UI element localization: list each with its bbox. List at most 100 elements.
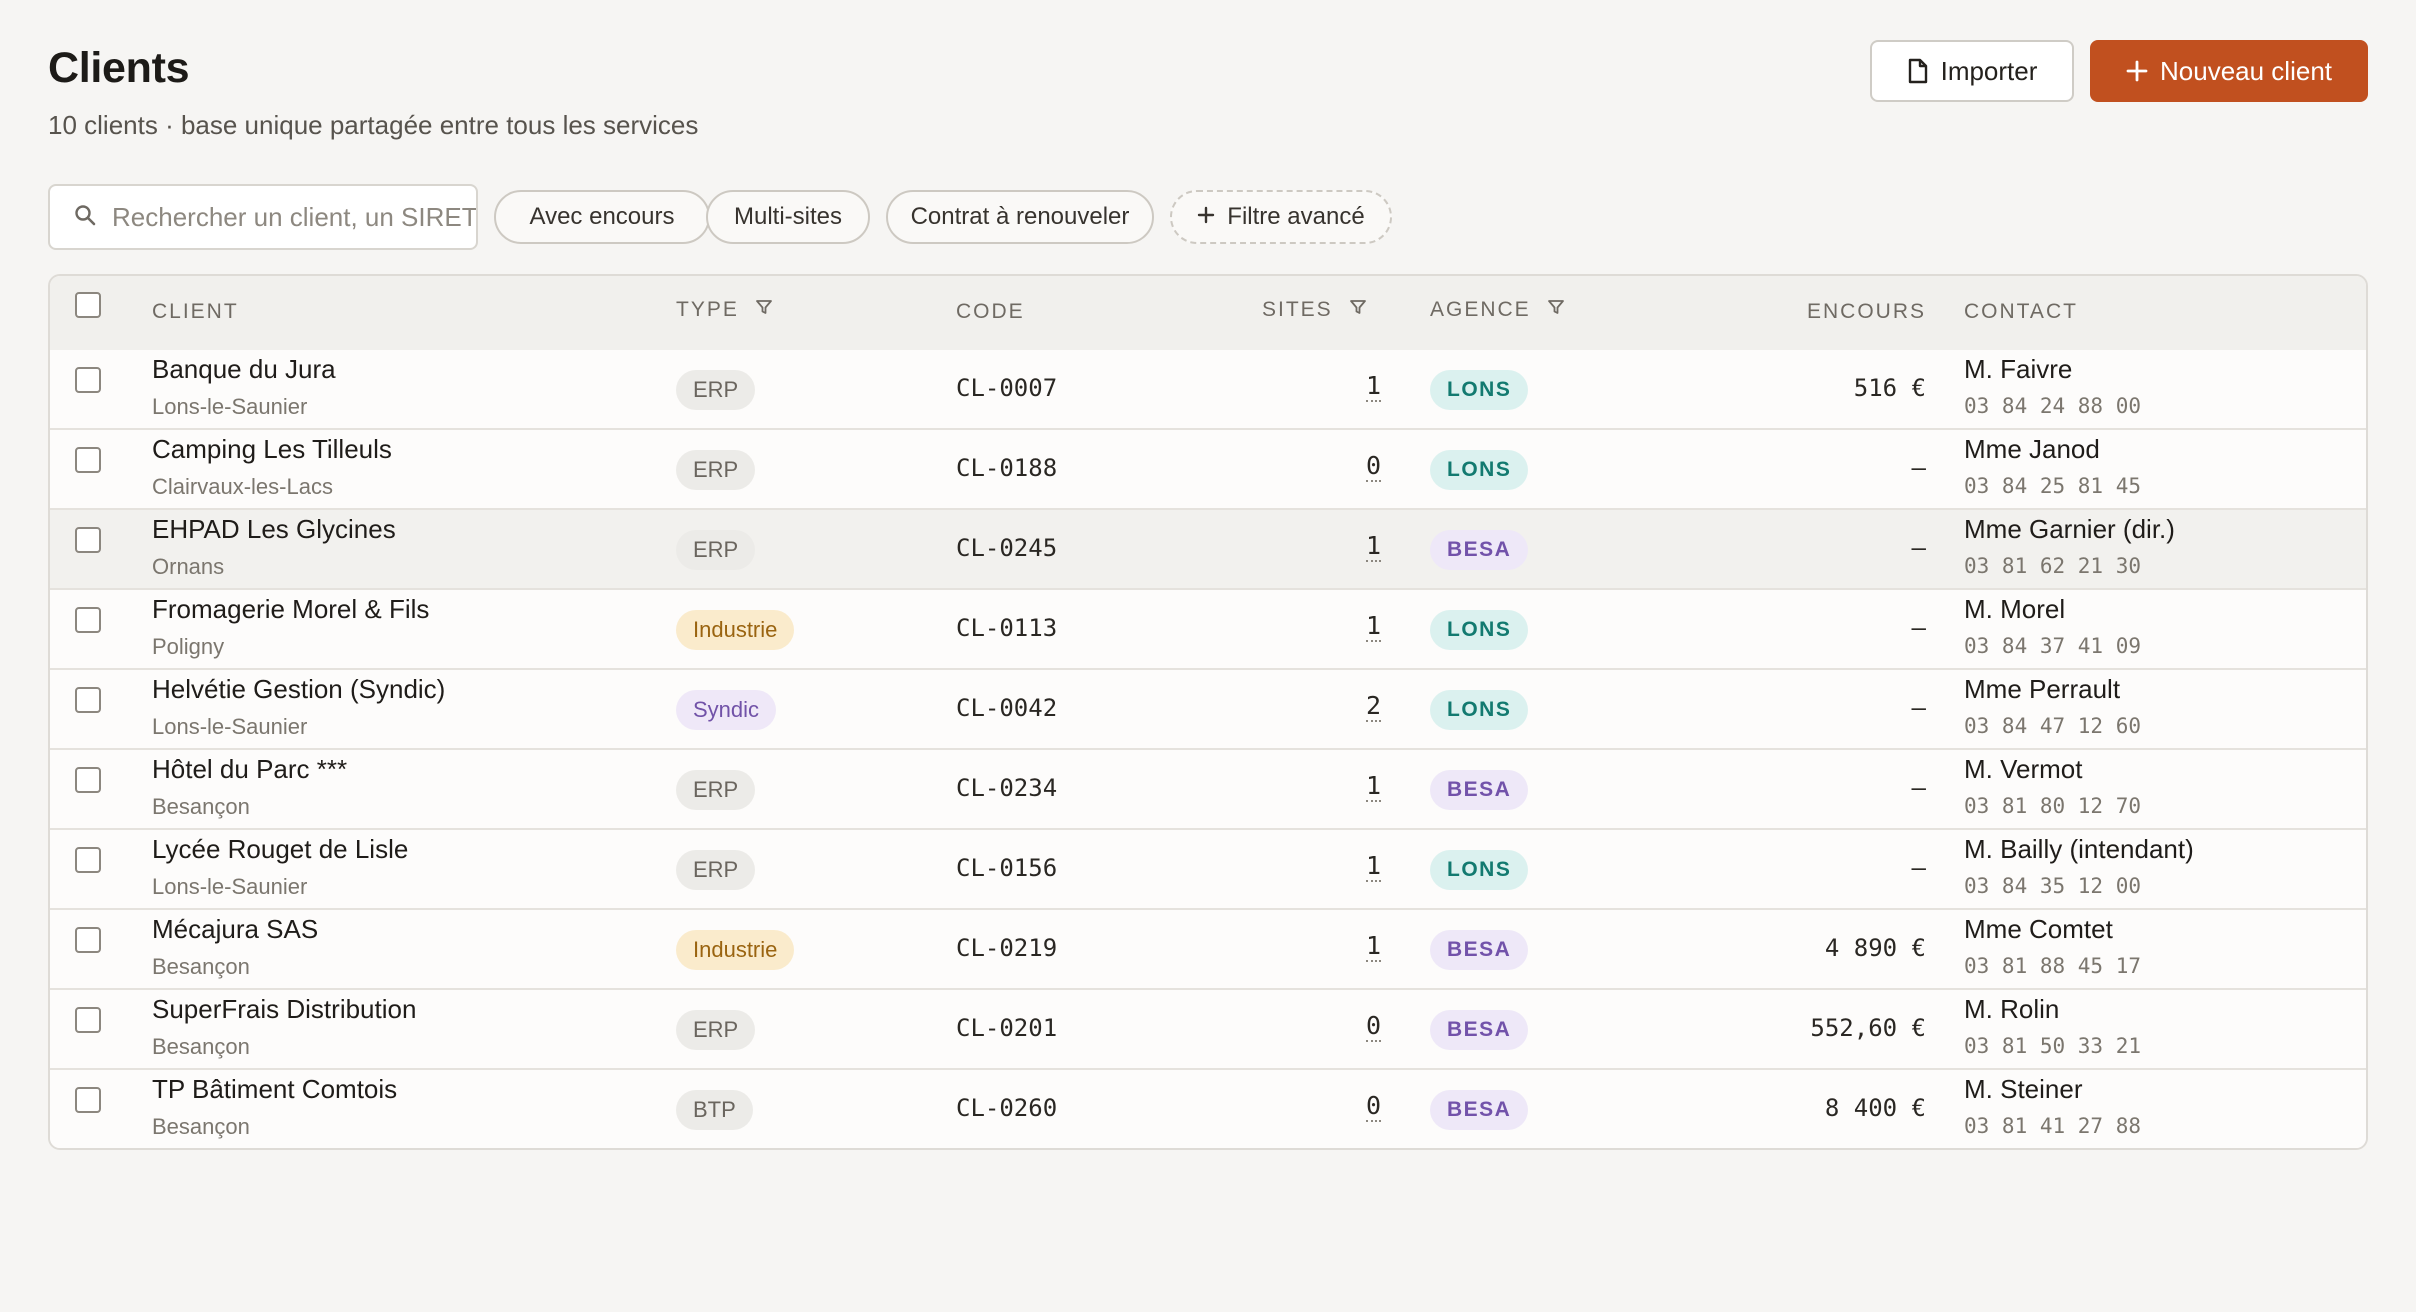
encours-value: — [1911, 774, 1926, 802]
row-checkbox[interactable] [75, 767, 101, 793]
contact-name: M. Rolin [1964, 994, 2060, 1024]
client-city: Besançon [152, 794, 250, 819]
contact-phone: 03 84 47 12 60 [1964, 714, 2142, 738]
client-city: Besançon [152, 954, 250, 979]
filter-chip-avec-encours[interactable]: Avec encours [494, 190, 710, 244]
row-checkbox[interactable] [75, 927, 101, 953]
column-header-client[interactable]: Client [152, 300, 239, 324]
client-city: Clairvaux-les-Lacs [152, 474, 333, 499]
agency-badge: BESA [1430, 930, 1529, 970]
client-code: CL-0234 [956, 774, 1058, 802]
table-row[interactable]: SuperFrais Distribution Besançon ERP CL-020… [50, 990, 2366, 1070]
advanced-filter-button[interactable]: Filtre avancé [1170, 190, 1392, 244]
select-all-checkbox[interactable] [75, 292, 101, 318]
filter-icon[interactable] [1547, 298, 1565, 322]
sites-count[interactable]: 0 [1366, 451, 1382, 482]
type-badge: ERP [676, 1010, 756, 1050]
client-city: Besançon [152, 1034, 250, 1059]
contact-phone: 03 81 80 12 70 [1964, 794, 2142, 818]
client-city: Poligny [152, 634, 225, 659]
column-header-sites[interactable]: Sites [1262, 298, 1367, 322]
file-icon [1907, 58, 1929, 84]
contact-phone: 03 84 35 12 00 [1964, 874, 2142, 898]
client-city: Lons-le-Saunier [152, 874, 308, 899]
type-badge: ERP [676, 450, 756, 490]
table-row[interactable]: Mécajura SAS Besançon Industrie CL-0219 1 BES… [50, 910, 2366, 990]
encours-value: — [1911, 694, 1926, 722]
table-row[interactable]: Camping Les Tilleuls Clairvaux-les-Lacs ER… [50, 430, 2366, 510]
column-header-contact-label: Contact [1964, 300, 2078, 323]
table-row[interactable]: Fromagerie Morel & Fils Poligny Industrie C… [50, 590, 2366, 670]
sites-count[interactable]: 1 [1366, 931, 1382, 962]
agency-badge: LONS [1430, 610, 1529, 650]
column-header-agence-label: Agence [1430, 298, 1531, 321]
agency-badge: BESA [1430, 1090, 1529, 1130]
client-name[interactable]: Helvétie Gestion (Syndic) [152, 674, 446, 704]
row-checkbox[interactable] [75, 1087, 101, 1113]
sites-count[interactable]: 1 [1366, 371, 1382, 402]
column-header-contact[interactable]: Contact [1964, 300, 2078, 324]
client-code: CL-0219 [956, 934, 1058, 962]
client-code: CL-0245 [956, 534, 1058, 562]
table-row[interactable]: Helvétie Gestion (Syndic) Lons-le-Saunier… [50, 670, 2366, 750]
filter-icon[interactable] [755, 298, 773, 322]
encours-value: 8 400 € [1824, 1094, 1926, 1122]
contact-name: Mme Garnier (dir.) [1964, 514, 2175, 544]
table-row[interactable]: TP Bâtiment Comtois Besançon BTP CL-0260 0 BE… [50, 1070, 2366, 1148]
column-header-code[interactable]: Code [956, 300, 1025, 324]
row-checkbox[interactable] [75, 527, 101, 553]
search-box[interactable] [48, 184, 478, 250]
agency-badge: BESA [1430, 770, 1529, 810]
client-name[interactable]: Hôtel du Parc *** [152, 754, 348, 784]
import-button-label: Importer [1940, 55, 2038, 86]
client-name[interactable]: SuperFrais Distribution [152, 994, 417, 1024]
column-header-encours[interactable]: Encours [1807, 300, 1926, 324]
page-subtitle: 10 clients · base unique partagée entre … [48, 110, 699, 140]
row-checkbox[interactable] [75, 847, 101, 873]
type-badge: BTP [676, 1090, 753, 1130]
column-header-agence[interactable]: Agence [1430, 298, 1565, 322]
table-row[interactable]: Lycée Rouget de Lisle Lons-le-Saunier ERP C… [50, 830, 2366, 910]
plus-icon [1197, 203, 1215, 231]
client-name[interactable]: Fromagerie Morel & Fils [152, 594, 430, 624]
client-name[interactable]: Mécajura SAS [152, 914, 319, 944]
row-checkbox[interactable] [75, 447, 101, 473]
table-header: Client Type Code Sites Agence [50, 276, 2366, 352]
sites-count[interactable]: 0 [1366, 1011, 1382, 1042]
table-row[interactable]: Banque du Jura Lons-le-Saunier ERP CL-0007 1… [50, 350, 2366, 430]
import-button[interactable]: Importer [1870, 40, 2074, 102]
row-checkbox[interactable] [75, 367, 101, 393]
sites-count[interactable]: 1 [1366, 531, 1382, 562]
new-client-button-label: Nouveau client [2160, 55, 2332, 86]
client-city: Lons-le-Saunier [152, 394, 308, 419]
sites-count[interactable]: 0 [1366, 1091, 1382, 1122]
row-checkbox[interactable] [75, 1007, 101, 1033]
row-checkbox[interactable] [75, 687, 101, 713]
sites-count[interactable]: 1 [1366, 851, 1382, 882]
encours-value: 4 890 € [1824, 934, 1926, 962]
column-header-type[interactable]: Type [676, 298, 773, 322]
client-name[interactable]: Banque du Jura [152, 354, 336, 384]
client-city: Besançon [152, 1114, 250, 1139]
encours-value: 516 € [1853, 374, 1926, 402]
client-city: Ornans [152, 554, 225, 579]
type-badge: ERP [676, 770, 756, 810]
new-client-button[interactable]: Nouveau client [2090, 40, 2368, 102]
search-input[interactable] [112, 201, 476, 233]
filter-chip-contrat-a-renouveler[interactable]: Contrat à renouveler [886, 190, 1154, 244]
filter-chip-multi-sites[interactable]: Multi-sites [706, 190, 870, 244]
client-name[interactable]: Lycée Rouget de Lisle [152, 834, 409, 864]
table-row[interactable]: EHPAD Les Glycines Ornans ERP CL-0245 1 BESA —… [50, 510, 2366, 590]
client-name[interactable]: TP Bâtiment Comtois [152, 1074, 398, 1104]
sites-count[interactable]: 1 [1366, 611, 1382, 642]
client-name[interactable]: Camping Les Tilleuls [152, 434, 392, 464]
contact-phone: 03 84 24 88 00 [1964, 394, 2142, 418]
agency-badge: LONS [1430, 850, 1529, 890]
encours-value: 552,60 € [1810, 1014, 1926, 1042]
row-checkbox[interactable] [75, 607, 101, 633]
table-row[interactable]: Hôtel du Parc *** Besançon ERP CL-0234 1 BESA… [50, 750, 2366, 830]
filter-icon[interactable] [1349, 298, 1367, 322]
client-name[interactable]: EHPAD Les Glycines [152, 514, 396, 544]
sites-count[interactable]: 2 [1366, 691, 1382, 722]
sites-count[interactable]: 1 [1366, 771, 1382, 802]
